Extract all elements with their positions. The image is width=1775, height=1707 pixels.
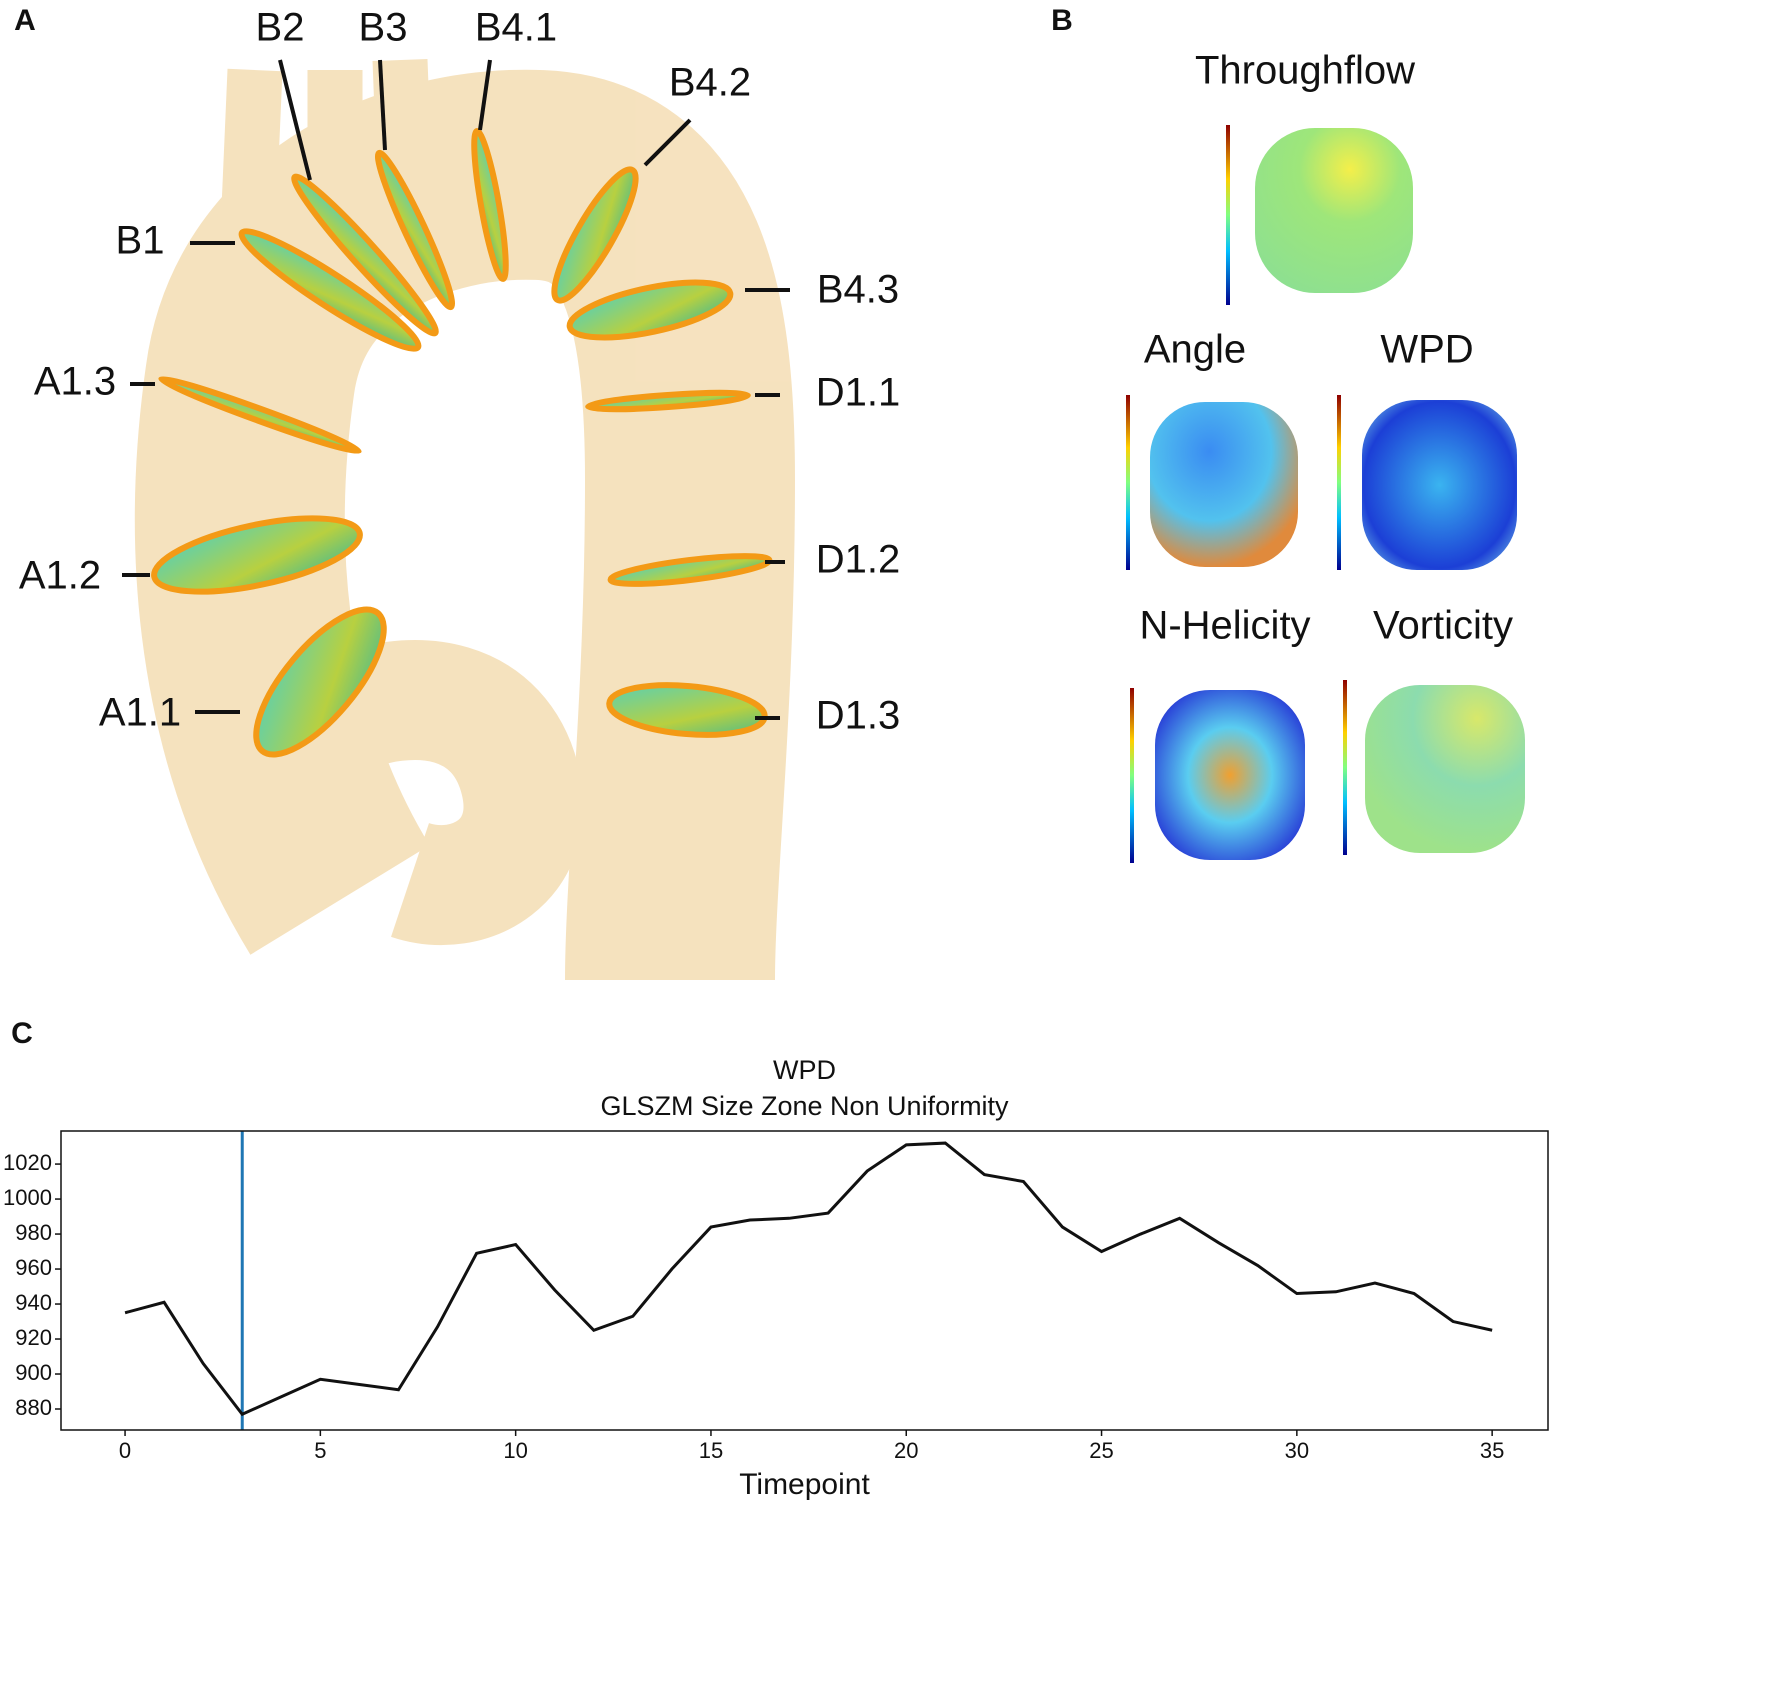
x-tick-label: 25 bbox=[1089, 1438, 1113, 1463]
y-tick-label: 980 bbox=[15, 1220, 52, 1245]
slices bbox=[151, 128, 773, 758]
map-title: N-Helicity bbox=[1139, 604, 1310, 648]
segment-label: A1.2 bbox=[19, 554, 101, 598]
segment-label: B1 bbox=[116, 219, 165, 263]
maps bbox=[1126, 125, 1525, 863]
map-title: Angle bbox=[1144, 328, 1246, 372]
segment-label: D1.3 bbox=[816, 694, 901, 738]
x-tick-label: 20 bbox=[894, 1438, 918, 1463]
data-line bbox=[124, 1141, 1493, 1417]
x-tick-label: 30 bbox=[1285, 1438, 1309, 1463]
segment-label: A1.1 bbox=[99, 691, 181, 735]
plot-frame bbox=[60, 1130, 1549, 1431]
panel-label: B bbox=[1051, 4, 1073, 37]
segment-label: A1.3 bbox=[34, 360, 116, 404]
map-title: Vorticity bbox=[1373, 604, 1513, 648]
x-axis-label: Timepoint bbox=[739, 1468, 870, 1501]
y-tick-label: 960 bbox=[15, 1255, 52, 1280]
x-tick-label: 35 bbox=[1480, 1438, 1504, 1463]
segment-label: B4.3 bbox=[817, 268, 899, 312]
segment-label: B3 bbox=[359, 6, 408, 50]
leader-lines bbox=[122, 59, 790, 720]
y-tick-label: 900 bbox=[15, 1360, 52, 1385]
segment-label: B4.1 bbox=[475, 6, 557, 50]
segment-label: B2 bbox=[256, 6, 305, 50]
segment-label: D1.1 bbox=[816, 371, 901, 415]
panel-label: C bbox=[11, 1017, 33, 1050]
chart-title: WPD bbox=[773, 1055, 836, 1085]
y-tick-label: 940 bbox=[15, 1290, 52, 1315]
y-tick-label: 1000 bbox=[3, 1185, 52, 1210]
panel-label: A bbox=[14, 4, 36, 37]
y-tick-label: 880 bbox=[15, 1395, 52, 1420]
chart-subtitle: GLSZM Size Zone Non Uniformity bbox=[600, 1091, 1009, 1121]
x-tick-label: 15 bbox=[699, 1438, 723, 1463]
y-tick-label: 1020 bbox=[3, 1150, 52, 1175]
x-tick-label: 0 bbox=[119, 1438, 131, 1463]
map-title: Throughflow bbox=[1195, 49, 1415, 93]
y-tick-label: 920 bbox=[15, 1325, 52, 1350]
map-title: WPD bbox=[1380, 328, 1473, 372]
x-tick-label: 10 bbox=[503, 1438, 527, 1463]
segment-label: B4.2 bbox=[669, 61, 751, 105]
segment-label: D1.2 bbox=[816, 538, 901, 582]
x-tick-label: 5 bbox=[314, 1438, 326, 1463]
